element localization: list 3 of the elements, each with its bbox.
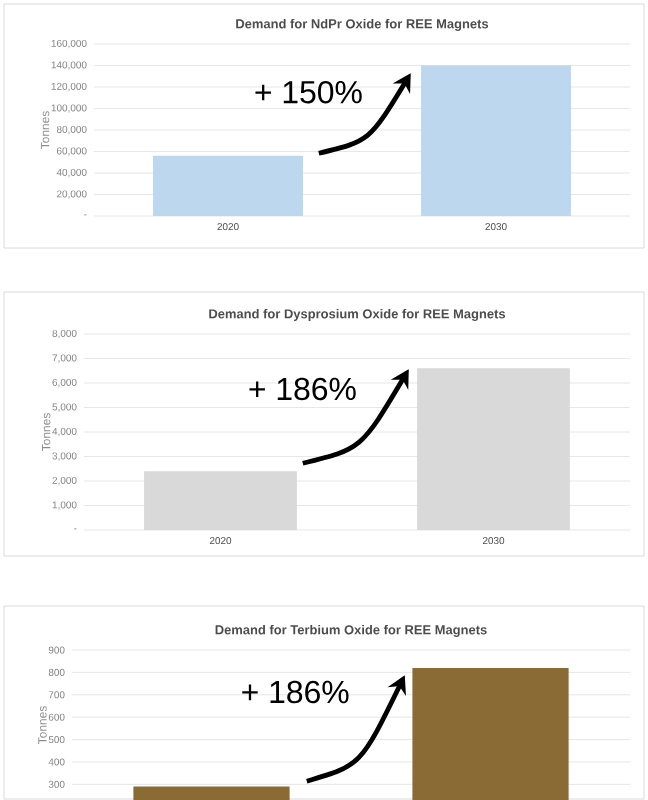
annotation: + 150% — [255, 80, 362, 104]
annotation: + 186% — [249, 377, 356, 401]
annotation: + 186% — [242, 680, 349, 704]
